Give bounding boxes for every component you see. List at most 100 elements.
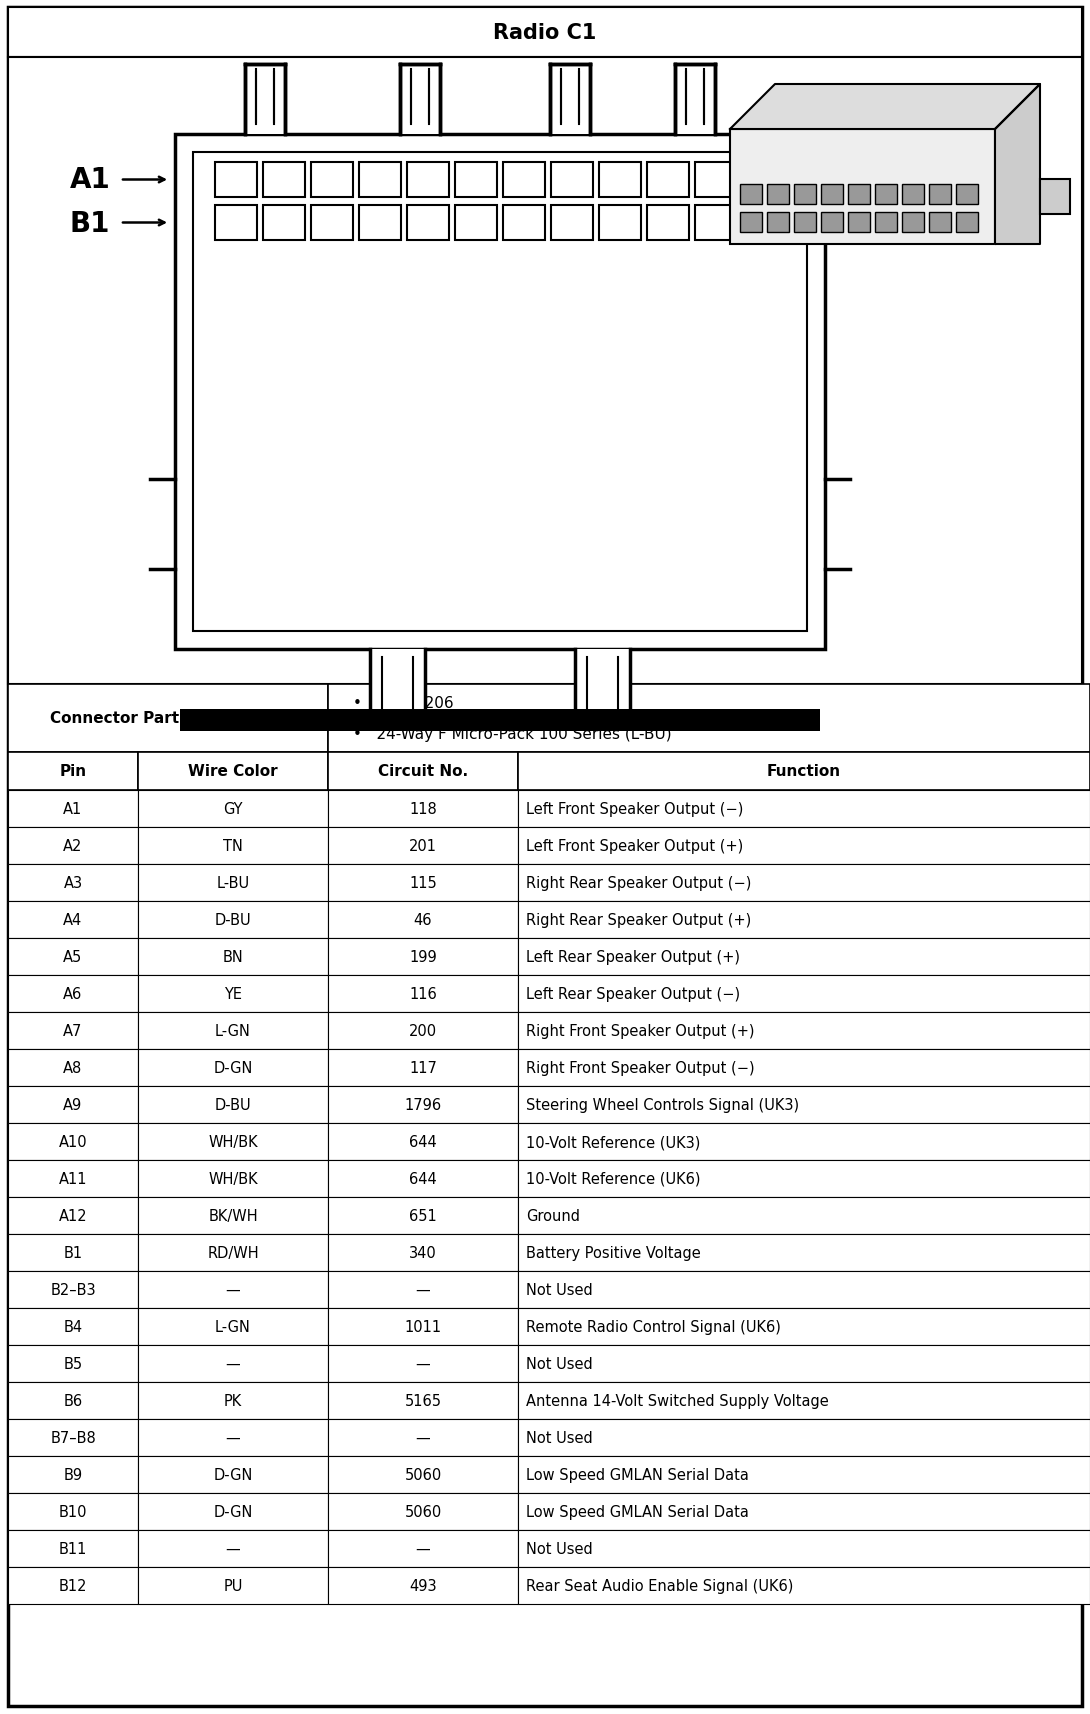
Bar — [518, 752, 1090, 790]
Bar — [138, 1493, 328, 1531]
Bar — [328, 1123, 518, 1160]
Bar — [929, 213, 950, 233]
Bar — [215, 163, 257, 197]
Bar — [502, 163, 545, 197]
Bar — [518, 1049, 1090, 1087]
Bar — [518, 1308, 1090, 1345]
Bar — [328, 1198, 518, 1234]
Text: Left Rear Speaker Output (−): Left Rear Speaker Output (−) — [526, 987, 740, 1001]
Text: Not Used: Not Used — [526, 1356, 593, 1371]
Text: —: — — [226, 1282, 241, 1297]
Bar — [740, 185, 762, 206]
Text: D-BU: D-BU — [215, 912, 252, 927]
Bar — [8, 752, 138, 790]
Text: PK: PK — [223, 1393, 242, 1409]
Text: B1: B1 — [63, 1246, 83, 1260]
Bar — [956, 185, 978, 206]
Text: GY: GY — [223, 802, 243, 816]
Text: 115: 115 — [409, 876, 437, 891]
Text: Not Used: Not Used — [526, 1541, 593, 1556]
Bar — [138, 1160, 328, 1198]
Text: A5: A5 — [63, 950, 83, 965]
Text: Rear Seat Audio Enable Signal (UK6): Rear Seat Audio Enable Signal (UK6) — [526, 1579, 794, 1592]
Text: A6: A6 — [63, 987, 83, 1001]
Bar — [138, 902, 328, 939]
Text: 118: 118 — [409, 802, 437, 816]
Text: 5165: 5165 — [404, 1393, 441, 1409]
Text: YE: YE — [225, 987, 242, 1001]
Text: A4: A4 — [63, 912, 83, 927]
Text: PU: PU — [223, 1579, 243, 1592]
Text: •   12110206: • 12110206 — [353, 696, 453, 710]
Text: B1: B1 — [70, 209, 110, 237]
Text: Ground: Ground — [526, 1208, 580, 1224]
Bar — [328, 684, 1090, 752]
Text: A1: A1 — [63, 802, 83, 816]
Bar — [138, 1087, 328, 1123]
Bar — [245, 65, 284, 135]
Text: Circuit No.: Circuit No. — [378, 764, 468, 780]
Bar — [8, 902, 138, 939]
Text: 651: 651 — [409, 1208, 437, 1224]
Text: Connector Part Information: Connector Part Information — [50, 711, 286, 727]
Bar — [518, 1087, 1090, 1123]
Bar — [138, 1531, 328, 1567]
Bar — [8, 684, 328, 752]
Text: WH/BK: WH/BK — [208, 1135, 258, 1150]
Text: L-GN: L-GN — [215, 1023, 251, 1039]
Bar — [138, 1345, 328, 1381]
Bar — [8, 864, 138, 902]
Text: A10: A10 — [59, 1135, 87, 1150]
Bar — [455, 206, 497, 242]
Text: Right Rear Speaker Output (−): Right Rear Speaker Output (−) — [526, 876, 751, 891]
Text: Radio C1: Radio C1 — [494, 22, 596, 43]
Text: Right Front Speaker Output (−): Right Front Speaker Output (−) — [526, 1061, 754, 1075]
Text: D-BU: D-BU — [215, 1097, 252, 1112]
Bar — [518, 1567, 1090, 1604]
Polygon shape — [730, 86, 1040, 130]
Text: Antenna 14-Volt Switched Supply Voltage: Antenna 14-Volt Switched Supply Voltage — [526, 1393, 828, 1409]
Bar — [8, 1123, 138, 1160]
Text: Not Used: Not Used — [526, 1429, 593, 1445]
Bar — [518, 1419, 1090, 1457]
Text: B4: B4 — [63, 1320, 83, 1333]
Text: A3: A3 — [63, 876, 83, 891]
Text: A8: A8 — [63, 1061, 83, 1075]
Text: A9: A9 — [63, 1097, 83, 1112]
Text: Function: Function — [767, 764, 841, 780]
Text: B7–B8: B7–B8 — [50, 1429, 96, 1445]
Bar — [328, 1381, 518, 1419]
Text: B5: B5 — [63, 1356, 83, 1371]
Bar — [328, 1493, 518, 1531]
Bar — [328, 1013, 518, 1049]
Text: A12: A12 — [59, 1208, 87, 1224]
Text: TN: TN — [223, 838, 243, 854]
Bar — [328, 1234, 518, 1272]
Bar — [400, 65, 440, 135]
Text: BN: BN — [222, 950, 243, 965]
Text: 5060: 5060 — [404, 1505, 441, 1519]
Text: Left Front Speaker Output (+): Left Front Speaker Output (+) — [526, 838, 743, 854]
Text: —: — — [226, 1541, 241, 1556]
Bar — [138, 1234, 328, 1272]
Bar — [328, 1049, 518, 1087]
Bar — [518, 1160, 1090, 1198]
Text: 10-Volt Reference (UK3): 10-Volt Reference (UK3) — [526, 1135, 701, 1150]
Bar — [767, 185, 789, 206]
Bar — [956, 213, 978, 233]
Bar — [8, 1234, 138, 1272]
Bar — [875, 213, 897, 233]
Bar — [518, 828, 1090, 864]
Text: 493: 493 — [409, 1579, 437, 1592]
Bar — [407, 163, 449, 197]
Bar — [502, 206, 545, 242]
Bar — [518, 1272, 1090, 1308]
Bar — [407, 206, 449, 242]
Text: Steering Wheel Controls Signal (UK3): Steering Wheel Controls Signal (UK3) — [526, 1097, 799, 1112]
Bar — [647, 206, 689, 242]
Text: B12: B12 — [875, 209, 935, 237]
Text: RD/WH: RD/WH — [207, 1246, 258, 1260]
Text: B2–B3: B2–B3 — [50, 1282, 96, 1297]
Bar — [8, 1531, 138, 1567]
Bar — [138, 975, 328, 1013]
